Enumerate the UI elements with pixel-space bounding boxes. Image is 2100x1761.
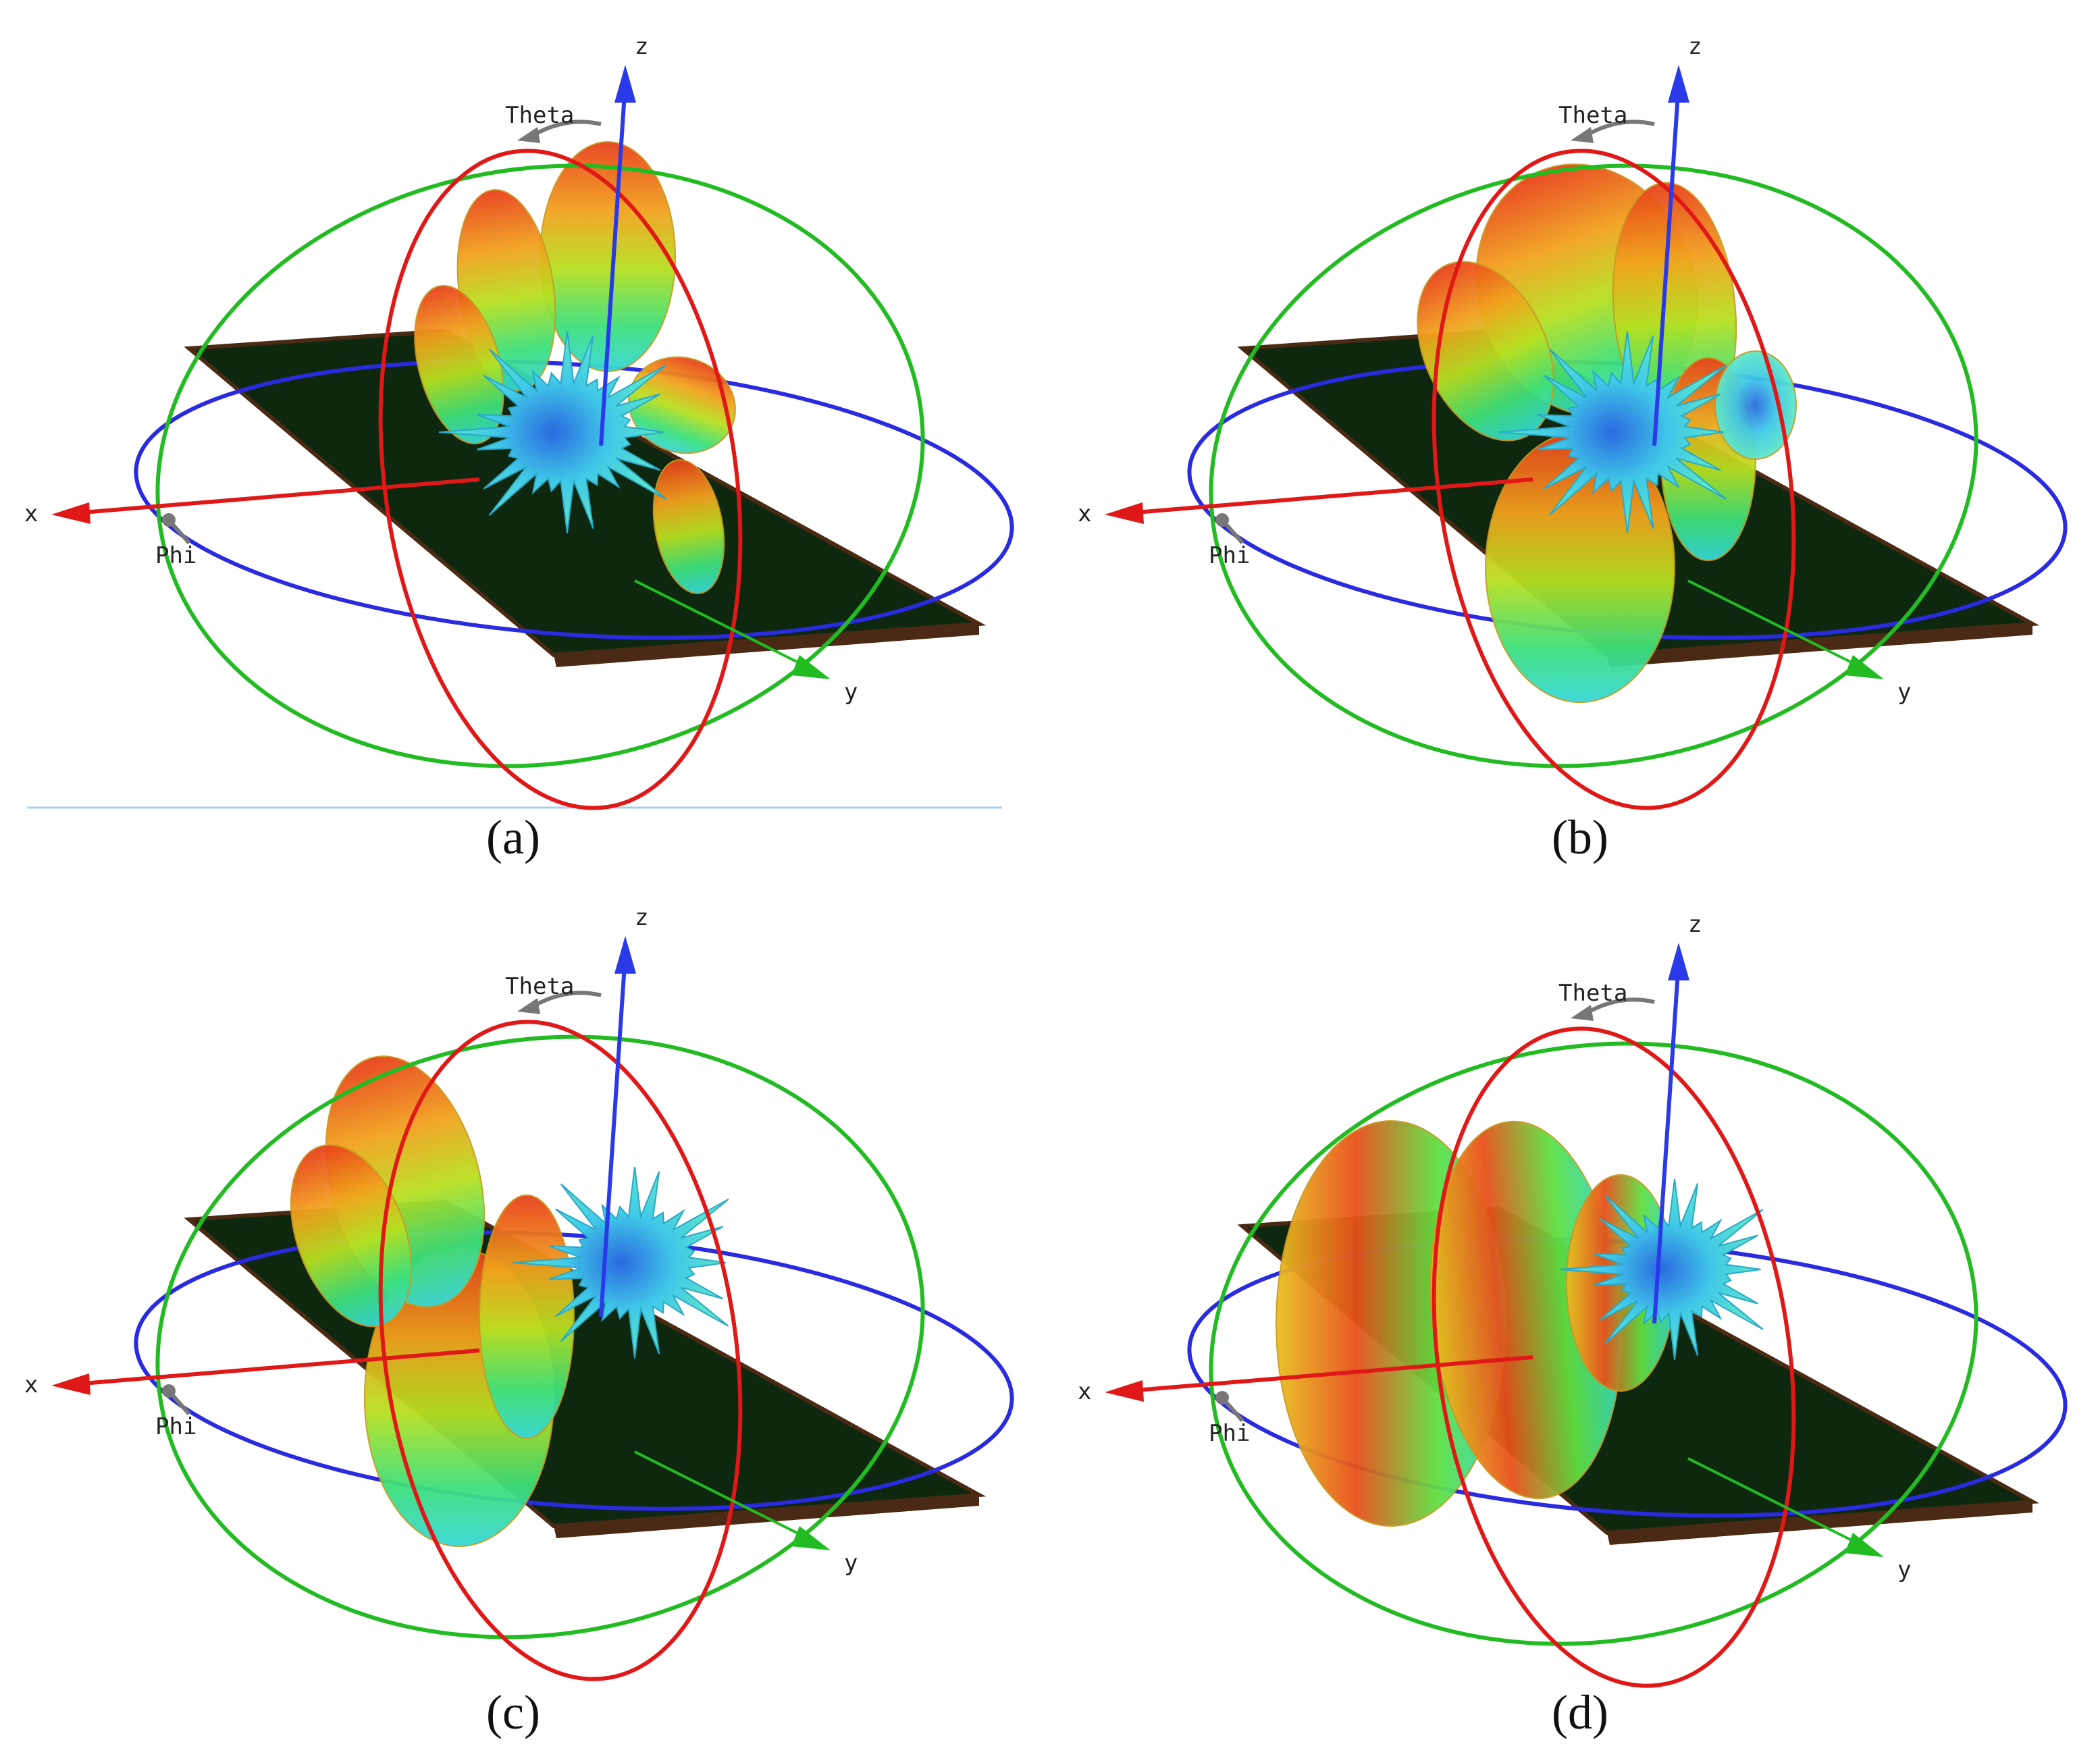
theta-label: Theta xyxy=(505,973,574,1000)
phi-label: Phi xyxy=(155,542,196,569)
theta-ring xyxy=(1432,149,1796,810)
x-label: x xyxy=(1078,500,1091,527)
x-axis xyxy=(74,477,480,515)
z-label: z xyxy=(635,904,648,931)
y-axis xyxy=(1687,579,1864,670)
y-arrow xyxy=(791,655,831,679)
theta-label: Theta xyxy=(1558,980,1627,1007)
y-label: y xyxy=(844,1550,858,1577)
panel: z Theta x Phi y (d) xyxy=(1078,911,2068,1739)
radiation-burst xyxy=(438,331,667,533)
z-axis xyxy=(1652,83,1681,446)
y-label: y xyxy=(1897,679,1911,706)
theta-ring xyxy=(1432,1026,1796,1688)
radiation-burst xyxy=(513,1166,729,1359)
radiation-lobe xyxy=(414,285,504,444)
x-label: x xyxy=(24,500,38,527)
x-arrow xyxy=(1105,1380,1144,1402)
theta-arrowhead xyxy=(517,998,540,1014)
theta-arrowhead xyxy=(1571,1005,1594,1021)
y-axis xyxy=(1687,1457,1864,1548)
caption: (b) xyxy=(1552,810,1608,864)
z-arrow xyxy=(1668,65,1689,103)
elevation-ring xyxy=(1209,163,1978,768)
x-axis xyxy=(1127,477,1533,515)
z-axis xyxy=(599,954,627,1317)
radiation-burst xyxy=(1559,1178,1764,1360)
theta-arrowhead xyxy=(517,127,540,143)
theta-ring xyxy=(378,1020,743,1681)
theta-arrow xyxy=(1585,997,1655,1015)
phi-label: Phi xyxy=(155,1413,196,1440)
y-axis xyxy=(634,579,811,670)
elevation-ring xyxy=(155,163,925,768)
theta-arrow xyxy=(532,991,602,1008)
elevation-ring xyxy=(1209,1041,1978,1646)
phi-marker xyxy=(162,1384,176,1398)
y-label: y xyxy=(844,679,858,706)
z-label: z xyxy=(1688,911,1702,938)
theta-label: Theta xyxy=(1558,102,1627,129)
caption: (d) xyxy=(1552,1685,1608,1739)
y-arrow xyxy=(1845,1533,1884,1557)
z-label: z xyxy=(635,33,648,60)
x-arrow xyxy=(51,502,90,524)
z-arrow xyxy=(1668,943,1689,980)
z-label: z xyxy=(1688,33,1702,60)
z-axis xyxy=(599,83,627,446)
radiation-lobe xyxy=(1714,350,1797,460)
z-arrow xyxy=(614,936,636,974)
y-arrow xyxy=(791,1526,831,1550)
phi-marker xyxy=(1215,513,1229,527)
radiation-lobe xyxy=(652,459,725,594)
panel: z Theta x Phi y (a) xyxy=(24,33,1014,864)
phi-marker xyxy=(1215,1391,1229,1404)
theta-label: Theta xyxy=(505,102,574,129)
z-axis xyxy=(1652,961,1681,1324)
x-arrow xyxy=(51,1373,90,1395)
panel: z Theta x Phi y (c) xyxy=(24,904,1014,1739)
elevation-ring xyxy=(155,1034,925,1639)
caption: (c) xyxy=(486,1685,540,1739)
theta-arrow xyxy=(532,120,602,137)
theta-arrow xyxy=(1585,120,1655,137)
x-axis xyxy=(1127,1355,1533,1393)
theta-ring xyxy=(378,149,743,810)
y-axis xyxy=(634,1450,811,1541)
x-axis xyxy=(74,1348,480,1386)
phi-marker xyxy=(162,513,176,527)
x-arrow xyxy=(1105,502,1144,524)
panel: z Theta x Phi y (b) xyxy=(1078,33,2068,864)
z-arrow xyxy=(614,65,636,103)
theta-arrowhead xyxy=(1571,127,1594,143)
y-label: y xyxy=(1897,1556,1911,1583)
phi-ring xyxy=(134,1230,1014,1511)
y-arrow xyxy=(1845,655,1884,679)
radiation-lobe xyxy=(1417,261,1554,442)
radiation-lobe xyxy=(479,1194,575,1439)
phi-label: Phi xyxy=(1209,542,1250,569)
x-label: x xyxy=(24,1371,38,1398)
phi-label: Phi xyxy=(1209,1420,1250,1447)
x-label: x xyxy=(1078,1378,1091,1405)
caption: (a) xyxy=(486,810,540,864)
